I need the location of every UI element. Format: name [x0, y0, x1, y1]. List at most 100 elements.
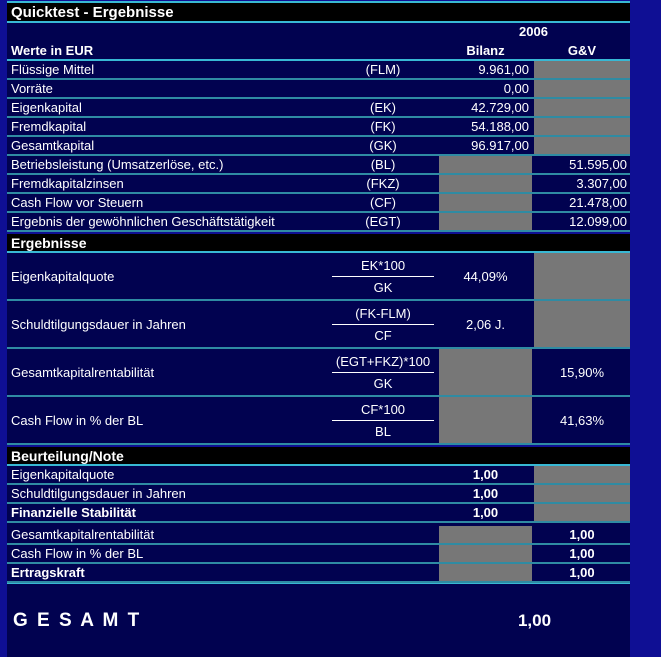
ratio-row: Cash Flow in % der BL CF*100 BL 41,63%	[7, 397, 630, 445]
guv-note-cell: 1,00	[569, 546, 595, 561]
row-label: Ergebnis der gewöhnlichen Geschäftstätig…	[11, 214, 275, 229]
row-label: Betriebsleistung (Umsatzerlöse, etc.)	[11, 157, 224, 172]
column-header: 2006 Werte in EUR Bilanz G&V	[7, 23, 630, 61]
bilanz-result-cell: 44,09%	[463, 268, 508, 284]
bilanz-value-cell[interactable]: 96.917,00	[471, 138, 529, 153]
guv-locked-cell	[534, 99, 630, 116]
bilanz-value-cell[interactable]: 0,00	[503, 81, 529, 96]
ratio-row: Eigenkapitalquote EK*100 GK 44,09%	[7, 253, 630, 301]
guv-locked-cell	[534, 118, 630, 135]
bilanz-locked-cell	[439, 526, 532, 543]
guv-locked-cell	[534, 80, 630, 97]
total-value: 1,00	[517, 610, 552, 630]
row-code: (BL)	[370, 157, 396, 172]
fraction-line	[332, 371, 434, 373]
row-label: Cash Flow vor Steuern	[11, 195, 144, 210]
formula-denominator: GK	[373, 375, 393, 391]
bilanz-locked-cell	[439, 349, 532, 395]
table-row: Gesamtkapital (GK) 96.917,00	[7, 137, 630, 156]
guv-locked-cell	[534, 61, 630, 78]
guv-locked-cell	[534, 137, 630, 154]
table-row: Eigenkapital (EK) 42.729,00	[7, 99, 630, 118]
table-row: Vorräte 0,00	[7, 80, 630, 99]
guv-value-cell[interactable]: 21.478,00	[569, 195, 627, 210]
bilanz-locked-cell	[439, 175, 532, 192]
table-row: Betriebsleistung (Umsatzerlöse, etc.) (B…	[7, 156, 630, 175]
row-label: Fremdkapitalzinsen	[11, 176, 124, 191]
sheet-title-bar: Quicktest - Ergebnisse	[7, 3, 630, 23]
bilanz-locked-cell	[439, 397, 532, 443]
ratio-label: Schuldtilgungsdauer in Jahren	[11, 316, 186, 332]
quicktest-sheet: Quicktest - Ergebnisse 2006 Werte in EUR…	[7, 1, 630, 657]
formula-denominator: GK	[373, 279, 393, 295]
bilanz-result-cell: 2,06 J.	[465, 316, 506, 332]
ratio-label: Gesamtkapitalrentabilität	[11, 364, 155, 380]
column-header-bilanz: Bilanz	[466, 43, 505, 58]
ratio-formula: CF*100 BL	[327, 397, 439, 443]
rating-row: Eigenkapitalquote 1,00	[7, 466, 630, 485]
guv-locked-cell	[534, 485, 630, 502]
fraction-line	[332, 419, 434, 421]
section-title: Beurteilung/Note	[11, 447, 124, 464]
rating-row: Gesamtkapitalrentabilität 1,00	[7, 526, 630, 545]
bilanz-note-cell: 1,00	[472, 486, 499, 501]
guv-result-cell: 15,90%	[559, 364, 605, 380]
bilanz-value-cell[interactable]: 54.188,00	[471, 119, 529, 134]
ratio-label: Cash Flow in % der BL	[11, 412, 144, 428]
formula-numerator: EK*100	[360, 257, 406, 273]
rating-row: Ertragskraft 1,00	[7, 564, 630, 583]
ratio-label: Eigenkapitalquote	[11, 268, 115, 284]
guv-value-cell[interactable]: 3.307,00	[576, 176, 627, 191]
fraction-line	[332, 323, 434, 325]
rating-row: Schuldtilgungsdauer in Jahren 1,00	[7, 485, 630, 504]
guv-locked-cell	[534, 504, 630, 521]
guv-locked-cell	[534, 301, 630, 347]
rating-row: Finanzielle Stabilität 1,00	[7, 504, 630, 523]
guv-value-cell[interactable]: 51.595,00	[569, 157, 627, 172]
bilanz-locked-cell	[439, 156, 532, 173]
rating-label: Schuldtilgungsdauer in Jahren	[11, 486, 186, 501]
guv-note-cell: 1,00	[569, 565, 595, 580]
bilanz-locked-cell	[439, 213, 532, 230]
bilanz-note-cell: 1,00	[472, 467, 499, 482]
section-bar-results: Ergebnisse	[7, 234, 630, 253]
guv-value-cell[interactable]: 12.099,00	[569, 214, 627, 229]
page-title: Quicktest - Ergebnisse	[11, 3, 174, 21]
top-divider	[7, 1, 630, 3]
row-label: Gesamtkapital	[11, 138, 95, 153]
row-code: (FLM)	[365, 62, 401, 77]
row-code: (FK)	[370, 119, 396, 134]
table-row: Ergebnis der gewöhnlichen Geschäftstätig…	[7, 213, 630, 232]
table-row: Flüssige Mittel (FLM) 9.961,00	[7, 61, 630, 80]
ratio-row: Gesamtkapitalrentabilität (EGT+FKZ)*100 …	[7, 349, 630, 397]
guv-note-cell: 1,00	[569, 527, 595, 542]
rating-label: Ertragskraft	[11, 565, 85, 580]
fraction-line	[332, 275, 434, 277]
guv-locked-cell	[534, 466, 630, 483]
guv-locked-cell	[534, 253, 630, 299]
row-code: (GK)	[369, 138, 397, 153]
table-row: Fremdkapital (FK) 54.188,00	[7, 118, 630, 137]
formula-denominator: CF	[374, 327, 392, 343]
rating-label: Eigenkapitalquote	[11, 467, 115, 482]
row-code: (EGT)	[365, 214, 401, 229]
guv-result-cell: 41,63%	[559, 412, 605, 428]
unit-label: Werte in EUR	[11, 43, 94, 58]
bilanz-value-cell[interactable]: 42.729,00	[471, 100, 529, 115]
row-code: (EK)	[370, 100, 396, 115]
rating-label: Finanzielle Stabilität	[11, 505, 136, 520]
formula-numerator: (FK-FLM)	[355, 305, 411, 321]
table-row: Fremdkapitalzinsen (FKZ) 3.307,00	[7, 175, 630, 194]
bilanz-locked-cell	[439, 545, 532, 562]
bilanz-value-cell[interactable]: 9.961,00	[478, 62, 529, 77]
row-code: (FKZ)	[366, 176, 400, 191]
rating-label: Cash Flow in % der BL	[11, 546, 144, 561]
section-title: Ergebnisse	[11, 234, 87, 251]
table-row: Cash Flow vor Steuern (CF) 21.478,00	[7, 194, 630, 213]
ratio-formula: (EGT+FKZ)*100 GK	[327, 349, 439, 395]
row-label: Vorräte	[11, 81, 53, 96]
total-label: G E S A M T	[13, 609, 142, 631]
bilanz-locked-cell	[439, 194, 532, 211]
formula-numerator: (EGT+FKZ)*100	[335, 353, 431, 369]
formula-numerator: CF*100	[360, 401, 406, 417]
